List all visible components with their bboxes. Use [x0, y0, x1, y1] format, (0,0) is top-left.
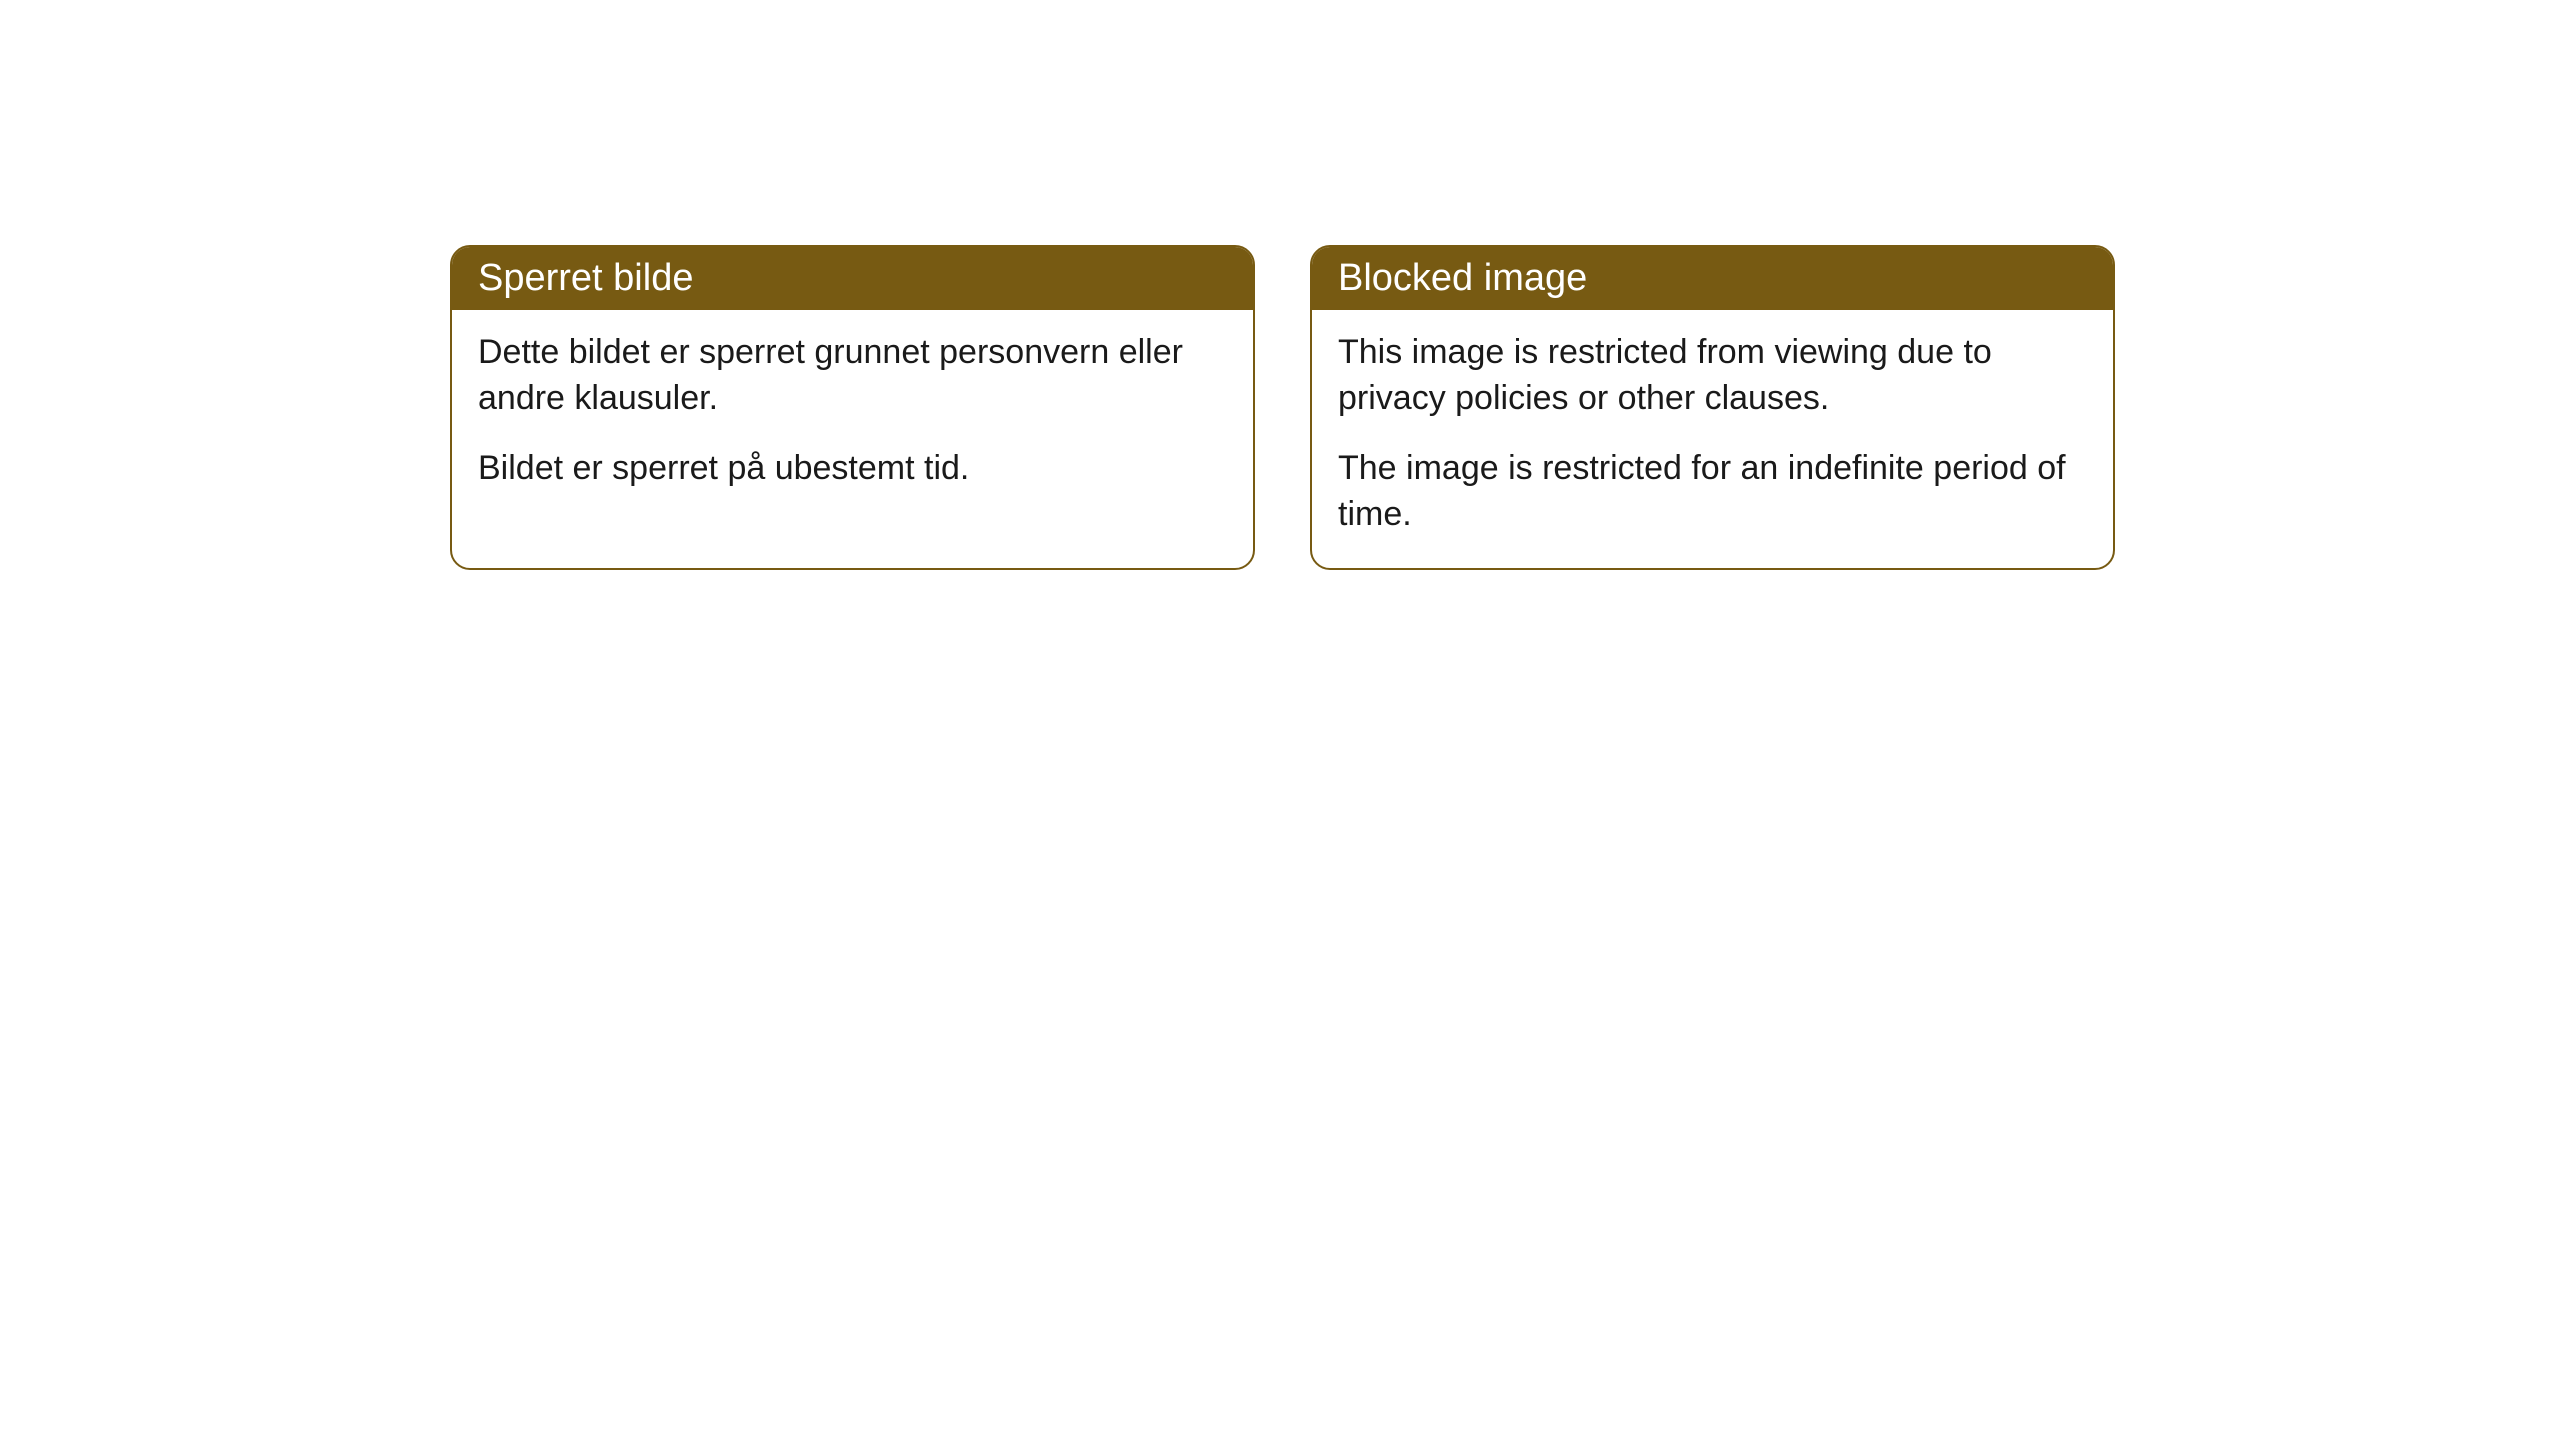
notice-card-norwegian: Sperret bilde Dette bildet er sperret gr…	[450, 245, 1255, 570]
notice-paragraph: Dette bildet er sperret grunnet personve…	[478, 330, 1227, 422]
notice-body-norwegian: Dette bildet er sperret grunnet personve…	[452, 310, 1253, 522]
notice-paragraph: The image is restricted for an indefinit…	[1338, 446, 2087, 538]
notice-container: Sperret bilde Dette bildet er sperret gr…	[450, 245, 2115, 570]
notice-card-english: Blocked image This image is restricted f…	[1310, 245, 2115, 570]
notice-paragraph: Bildet er sperret på ubestemt tid.	[478, 446, 1227, 492]
notice-header-norwegian: Sperret bilde	[452, 247, 1253, 310]
notice-paragraph: This image is restricted from viewing du…	[1338, 330, 2087, 422]
notice-header-english: Blocked image	[1312, 247, 2113, 310]
notice-body-english: This image is restricted from viewing du…	[1312, 310, 2113, 568]
